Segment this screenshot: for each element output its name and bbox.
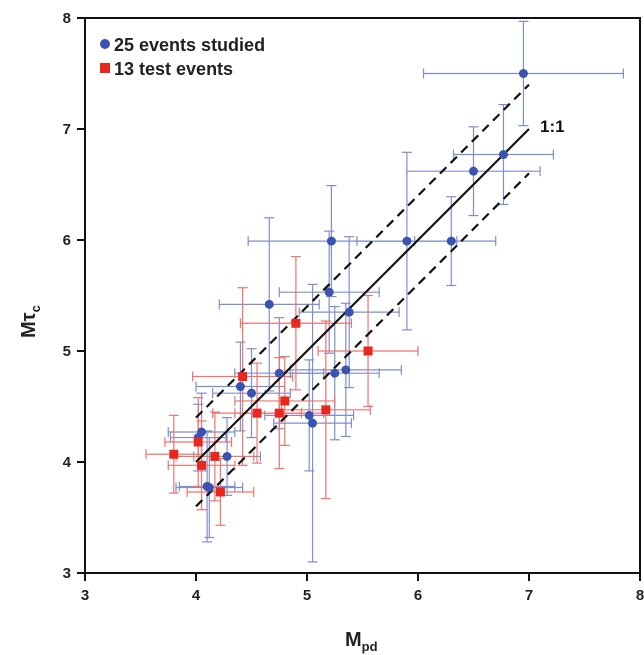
y-tick-label: 6 bbox=[63, 232, 71, 249]
studied-event-point bbox=[446, 236, 456, 246]
test-event-point bbox=[238, 372, 248, 382]
test-event-point bbox=[193, 437, 203, 447]
y-axis-title-main: M bbox=[18, 321, 40, 338]
studied-event-point bbox=[326, 236, 336, 246]
test-event-point bbox=[197, 460, 207, 470]
data-points-layer bbox=[169, 69, 528, 497]
x-axis-title-sub: pd bbox=[362, 639, 378, 654]
x-tick-label: 5 bbox=[303, 587, 311, 604]
lower-bound-dashed-line bbox=[195, 172, 530, 508]
one-to-one-label: 1:1 bbox=[540, 117, 565, 136]
one-to-one-line bbox=[195, 128, 530, 463]
studied-event-point bbox=[330, 368, 340, 378]
y-axis-title: Mτc bbox=[18, 305, 43, 338]
studied-event-point bbox=[308, 418, 318, 428]
studied-event-point bbox=[341, 365, 351, 375]
legend-circle-marker bbox=[100, 39, 110, 49]
studied-event-point bbox=[469, 166, 478, 176]
test-event-point bbox=[252, 408, 262, 418]
x-tick-label: 3 bbox=[81, 587, 89, 604]
y-axis-title-greek: τ bbox=[18, 312, 40, 321]
y-tick-label: 7 bbox=[63, 121, 71, 138]
upper-bound-dashed-line bbox=[195, 83, 530, 419]
x-tick-label: 6 bbox=[414, 587, 422, 604]
error-bars-layer bbox=[145, 20, 624, 563]
legend-label-test: 13 test events bbox=[114, 59, 233, 79]
x-tick-label: 4 bbox=[192, 587, 201, 604]
test-event-point bbox=[321, 405, 331, 415]
studied-event-point bbox=[197, 427, 207, 437]
studied-event-point bbox=[204, 483, 214, 493]
test-event-point bbox=[210, 451, 220, 461]
test-event-point bbox=[215, 487, 225, 497]
studied-event-point bbox=[324, 287, 334, 297]
studied-event-point bbox=[264, 299, 274, 309]
x-tick-label: 7 bbox=[525, 587, 533, 604]
studied-event-point bbox=[247, 388, 256, 398]
studied-event-point bbox=[274, 368, 284, 378]
y-tick-label: 5 bbox=[63, 343, 71, 360]
y-tick-label: 3 bbox=[63, 565, 71, 582]
legend-label-studied: 25 events studied bbox=[114, 35, 265, 55]
y-axis-title-sub: c bbox=[28, 305, 43, 312]
studied-event-point bbox=[235, 382, 245, 392]
test-event-point bbox=[169, 449, 179, 459]
studied-event-point bbox=[304, 410, 314, 420]
x-axis-title-main: M bbox=[345, 629, 362, 651]
x-tick-label: 8 bbox=[636, 587, 644, 604]
plot-frame bbox=[84, 17, 641, 574]
test-event-point bbox=[274, 408, 284, 418]
studied-event-point bbox=[222, 451, 232, 461]
y-tick-label: 8 bbox=[63, 10, 71, 27]
studied-event-point bbox=[518, 69, 528, 78]
x-axis-title: Mpd bbox=[345, 629, 378, 654]
legend-square-marker bbox=[100, 63, 110, 73]
test-event-point bbox=[280, 396, 290, 406]
test-event-point bbox=[363, 346, 373, 356]
legend: 25 events studied 13 test events bbox=[100, 35, 265, 79]
axis-ticks-layer: 3 4 5 6 7 8 3 4 5 6 7 8 bbox=[63, 10, 644, 604]
studied-event-point bbox=[402, 236, 412, 246]
studied-event-point bbox=[498, 150, 508, 160]
test-event-point bbox=[291, 318, 301, 328]
y-tick-label: 4 bbox=[63, 454, 72, 471]
studied-event-point bbox=[344, 307, 354, 317]
reference-lines-layer bbox=[195, 83, 530, 508]
